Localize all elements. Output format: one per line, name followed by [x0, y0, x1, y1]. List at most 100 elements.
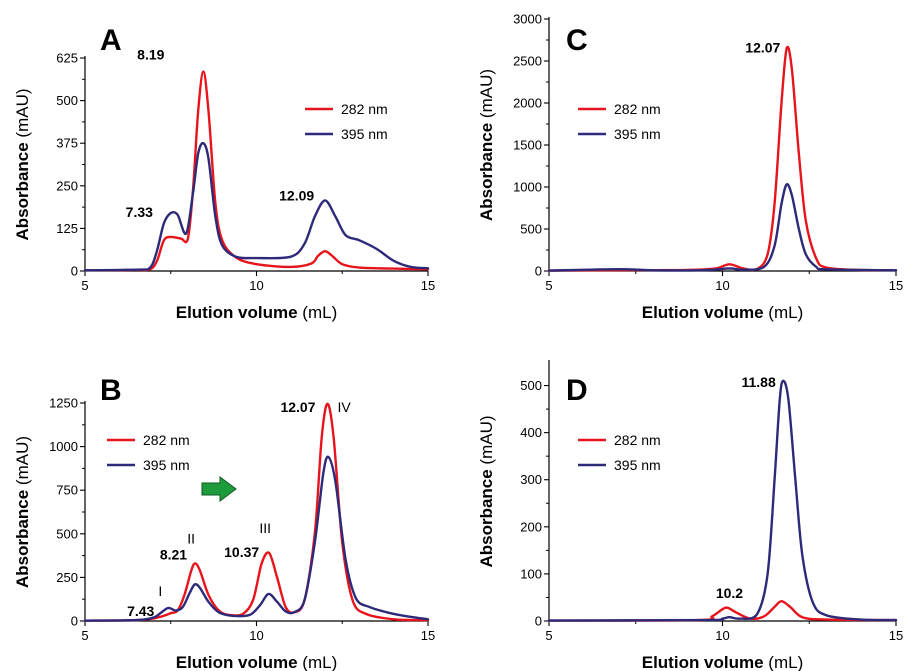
peak-annotation: 7.33 [126, 204, 153, 220]
x-axis-label-unit: (mL) [764, 303, 804, 322]
x-tick-label: 10 [249, 278, 263, 293]
x-axis-label-bold: Elution volume [642, 653, 764, 671]
panel-letter: A [100, 24, 122, 57]
x-tick-label: 5 [81, 628, 88, 643]
y-tick-label: 375 [56, 136, 78, 151]
peak-annotation: 10.37 [224, 544, 259, 560]
peak-annotation: 7.43 [127, 603, 154, 619]
legend-label: 395 nm [614, 457, 661, 473]
peak-annotation: 12.07 [280, 399, 315, 415]
panel-c: 0 500 1000 1500 2000 2500 3000 5 10 15 Elution vol… [477, 12, 903, 323]
panel-letter: C [566, 24, 588, 57]
peak-annotation: IV [338, 399, 352, 415]
x-tick-label: 15 [421, 278, 435, 293]
x-tick-label: 10 [715, 278, 729, 293]
y-tick-label: 500 [520, 222, 542, 237]
y-tick-label: 250 [56, 570, 78, 585]
peak-annotation: 8.19 [137, 47, 164, 63]
x-tick-label: 10 [715, 628, 729, 643]
legend-label: 282 nm [341, 101, 388, 117]
series-line-395-nm [83, 141, 430, 272]
y-axis-label: Absorbance (mAU) [13, 436, 32, 588]
peak-annotation: 12.07 [745, 39, 780, 55]
y-tick-label: 1500 [513, 138, 542, 153]
y-tick-label: 0 [535, 614, 542, 629]
y-tick-label: 2000 [513, 96, 542, 111]
y-axis-label: Absorbance (mAU) [477, 69, 496, 221]
y-tick-label: 2500 [513, 54, 542, 69]
x-axis-label: Elution volume (mL) [176, 303, 338, 322]
y-axis-label-unit: (mAU) [477, 69, 496, 123]
x-axis-label-bold: Elution volume [176, 653, 298, 671]
series-line-282-nm [83, 70, 430, 272]
y-axis-label-unit: (mAU) [477, 415, 496, 469]
legend-label: 282 nm [614, 432, 661, 448]
x-axis-label: Elution volume (mL) [642, 303, 804, 322]
peak-annotation: 8.21 [160, 546, 187, 562]
series-line-395-nm [547, 183, 898, 272]
y-axis-label-bold: Absorbance [13, 142, 32, 240]
x-axis-label-bold: Elution volume [642, 303, 764, 322]
legend-label: 282 nm [143, 432, 190, 448]
x-tick-label: 5 [81, 278, 88, 293]
y-tick-label: 125 [56, 221, 78, 236]
right-arrow-icon [201, 476, 237, 502]
x-tick-label: 15 [889, 628, 903, 643]
x-tick-label: 10 [249, 628, 263, 643]
y-tick-label: 1000 [49, 439, 78, 454]
panel-letter: D [566, 374, 588, 407]
y-tick-label: 500 [56, 526, 78, 541]
x-axis-label: Elution volume (mL) [176, 653, 338, 671]
y-tick-label: 500 [520, 378, 542, 393]
panel-a: 0 125 250 375 500 625 5 10 15 Elution volume (mL)… [13, 24, 435, 322]
peak-annotation: 11.88 [741, 374, 775, 390]
peak-annotation: II [187, 530, 195, 546]
x-tick-label: 5 [545, 278, 552, 293]
y-tick-label: 300 [520, 472, 542, 487]
y-tick-label: 1000 [513, 180, 542, 195]
series-line-282-nm [547, 600, 898, 622]
y-tick-label: 400 [520, 425, 542, 440]
y-axis-label: Absorbance (mAU) [13, 88, 32, 240]
y-axis-label: Absorbance (mAU) [477, 415, 496, 567]
peak-annotation: 10.2 [716, 585, 743, 601]
peak-annotation: III [259, 520, 271, 536]
y-axis-label-bold: Absorbance [13, 490, 32, 588]
legend-label: 395 nm [341, 126, 388, 142]
series-line-282-nm [547, 45, 898, 272]
series-line-395-nm [83, 455, 430, 622]
y-tick-label: 0 [71, 264, 78, 279]
y-tick-label: 100 [520, 566, 542, 581]
series-line-282-nm [83, 402, 430, 622]
y-tick-label: 0 [535, 264, 542, 279]
peak-annotation: I [158, 583, 162, 599]
y-tick-label: 0 [71, 614, 78, 629]
y-tick-label: 750 [56, 483, 78, 498]
y-tick-label: 3000 [513, 12, 542, 27]
peak-annotation: 12.09 [279, 187, 314, 203]
legend-label: 395 nm [143, 457, 190, 473]
panel-letter: B [100, 374, 122, 407]
y-tick-label: 250 [56, 178, 78, 193]
y-tick-label: 625 [56, 51, 78, 66]
y-axis-label-unit: (mAU) [13, 436, 32, 490]
panel-d: 0 100 200 300 400 500 5 10 15 Elution volume (mL)… [477, 360, 903, 671]
x-axis-label-unit: (mL) [764, 653, 804, 671]
x-axis-label: Elution volume (mL) [642, 653, 804, 671]
panel-b: 0 250 500 750 1000 1250 5 10 15 Elution volume (m… [13, 374, 435, 671]
x-tick-label: 15 [889, 278, 903, 293]
y-axis-label-bold: Absorbance [477, 123, 496, 221]
x-tick-label: 5 [545, 628, 552, 643]
series-line-395-nm [547, 379, 898, 622]
x-axis-label-unit: (mL) [298, 303, 338, 322]
y-axis-label-unit: (mAU) [13, 88, 32, 142]
legend-label: 395 nm [614, 126, 661, 142]
x-axis-label-bold: Elution volume [176, 303, 298, 322]
y-tick-label: 200 [520, 519, 542, 534]
x-tick-label: 15 [421, 628, 435, 643]
legend-label: 282 nm [614, 101, 661, 117]
y-axis-label-bold: Absorbance [477, 469, 496, 567]
y-tick-label: 500 [56, 93, 78, 108]
x-axis-label-unit: (mL) [298, 653, 338, 671]
